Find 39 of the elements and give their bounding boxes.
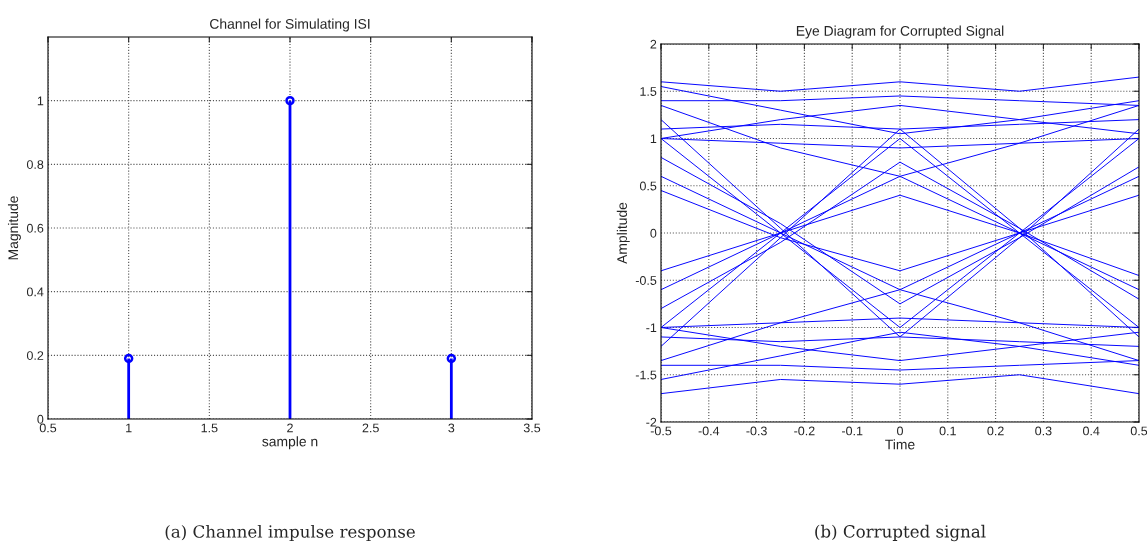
x-tick-label: 0.1	[939, 426, 956, 436]
y-tick-label: 0	[650, 228, 657, 238]
y-axis-title: Amplitude	[616, 202, 630, 264]
x-tick-label: 2.5	[362, 423, 379, 433]
y-axis-title: Magnitude	[7, 196, 21, 260]
x-axis-title: sample n	[262, 436, 318, 450]
text: (a) Channel impulse response	[165, 524, 415, 542]
y-tick-label: -2	[646, 417, 657, 427]
x-tick-label: 1	[126, 423, 132, 433]
x-tick-label: 3	[448, 423, 455, 433]
x-tick-label: 2	[287, 423, 293, 433]
y-tick-label: -0.5	[635, 276, 657, 285]
y-tick-label: 0.6	[26, 223, 44, 233]
text: (b) Corrupted signal	[815, 524, 986, 542]
x-tick-label: -0.2	[794, 426, 815, 436]
x-tick-label: 0.2	[987, 426, 1004, 436]
x-tick-label: 0.4	[1083, 426, 1100, 436]
chart-title: Eye Diagram for Corrupted Signal	[796, 25, 1004, 39]
y-tick-label: 1.5	[640, 87, 657, 96]
x-tick-label: 3.5	[523, 423, 541, 433]
y-tick-label: 0.2	[26, 351, 44, 360]
x-tick-label: 1.5	[201, 423, 218, 433]
y-tick-label: 1	[37, 96, 44, 106]
y-tick-label: 0.4	[26, 287, 44, 297]
x-tick-label: -0.3	[746, 426, 767, 436]
chart-title: Channel for Simulating ISI	[210, 18, 370, 32]
y-tick-label: 0.5	[639, 181, 657, 191]
x-tick-label: 0.3	[1035, 426, 1052, 436]
y-tick-label: -1	[646, 323, 657, 333]
y-tick-label: 2	[650, 39, 657, 49]
y-tick-label: 0.8	[26, 160, 44, 169]
x-axis-title: Time	[885, 439, 915, 450]
y-tick-label: 1	[650, 134, 657, 144]
y-tick-label: -1.5	[635, 370, 657, 380]
y-tick-label: 0	[37, 414, 44, 424]
x-tick-label: -0.1	[841, 426, 863, 436]
x-tick-label: -0.4	[698, 426, 720, 436]
x-tick-label: 0	[897, 426, 903, 436]
x-tick-label: 0.5	[1130, 426, 1147, 436]
